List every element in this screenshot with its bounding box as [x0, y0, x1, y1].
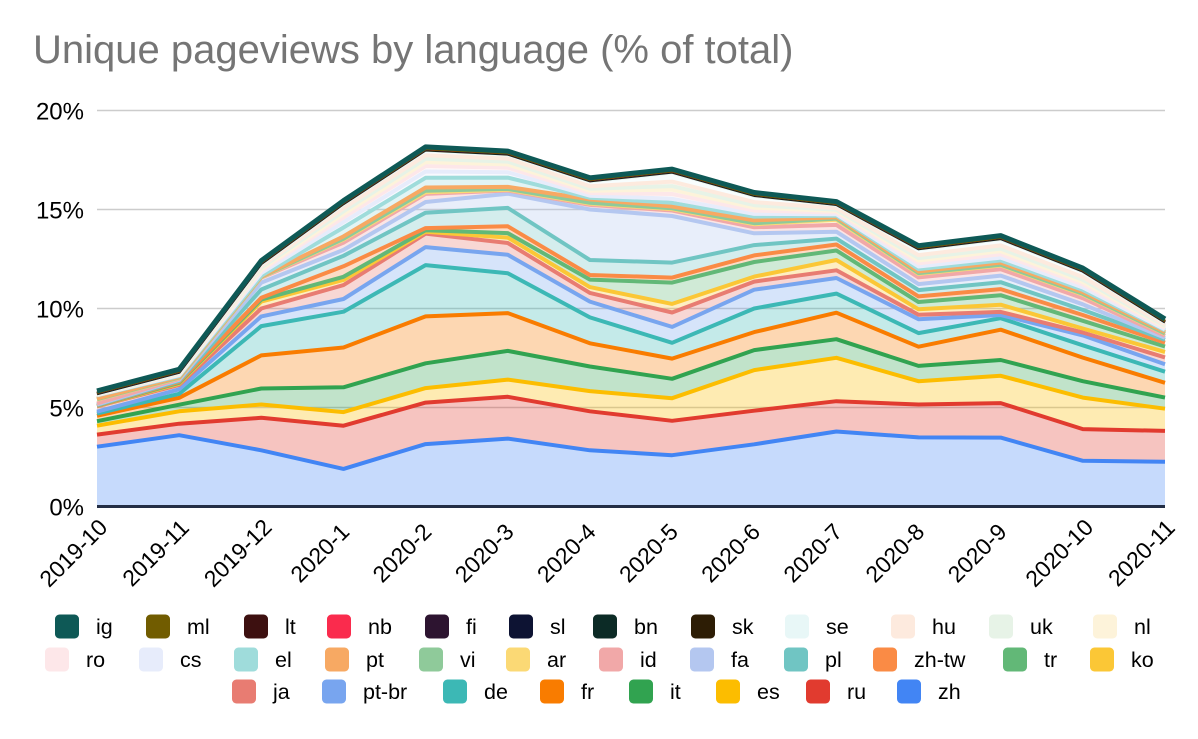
svg-text:ja: ja [272, 680, 290, 704]
svg-text:bn: bn [634, 615, 658, 639]
svg-text:pl: pl [825, 648, 842, 672]
svg-text:cs: cs [180, 648, 202, 672]
svg-text:ar: ar [547, 648, 566, 672]
svg-text:ru: ru [847, 680, 866, 704]
svg-text:sl: sl [550, 615, 566, 639]
svg-text:5%: 5% [49, 396, 84, 423]
svg-text:nl: nl [1134, 615, 1151, 639]
svg-text:es: es [757, 680, 780, 704]
svg-text:nb: nb [368, 615, 392, 639]
svg-text:uk: uk [1030, 615, 1053, 639]
svg-text:20%: 20% [36, 99, 84, 126]
svg-text:zh: zh [938, 680, 961, 704]
svg-text:vi: vi [460, 648, 476, 672]
svg-text:se: se [826, 615, 849, 639]
svg-text:fr: fr [581, 680, 594, 704]
svg-text:it: it [670, 680, 681, 704]
svg-text:ko: ko [1131, 648, 1154, 672]
svg-text:lt: lt [285, 615, 296, 639]
svg-text:0%: 0% [49, 495, 84, 522]
svg-text:pt-br: pt-br [363, 680, 407, 704]
svg-text:15%: 15% [36, 198, 84, 225]
svg-text:de: de [484, 680, 508, 704]
svg-text:ro: ro [86, 648, 105, 672]
svg-text:Unique pageviews by language (: Unique pageviews by language (% of total… [33, 28, 793, 72]
svg-text:10%: 10% [36, 297, 84, 324]
svg-text:id: id [640, 648, 657, 672]
svg-text:el: el [275, 648, 292, 672]
svg-text:fa: fa [731, 648, 749, 672]
svg-text:pt: pt [366, 648, 384, 672]
svg-text:ml: ml [187, 615, 210, 639]
svg-text:tr: tr [1044, 648, 1057, 672]
svg-text:hu: hu [932, 615, 956, 639]
svg-text:zh-tw: zh-tw [914, 648, 966, 672]
svg-text:fi: fi [466, 615, 477, 639]
svg-text:ig: ig [96, 615, 113, 639]
svg-text:sk: sk [732, 615, 754, 639]
